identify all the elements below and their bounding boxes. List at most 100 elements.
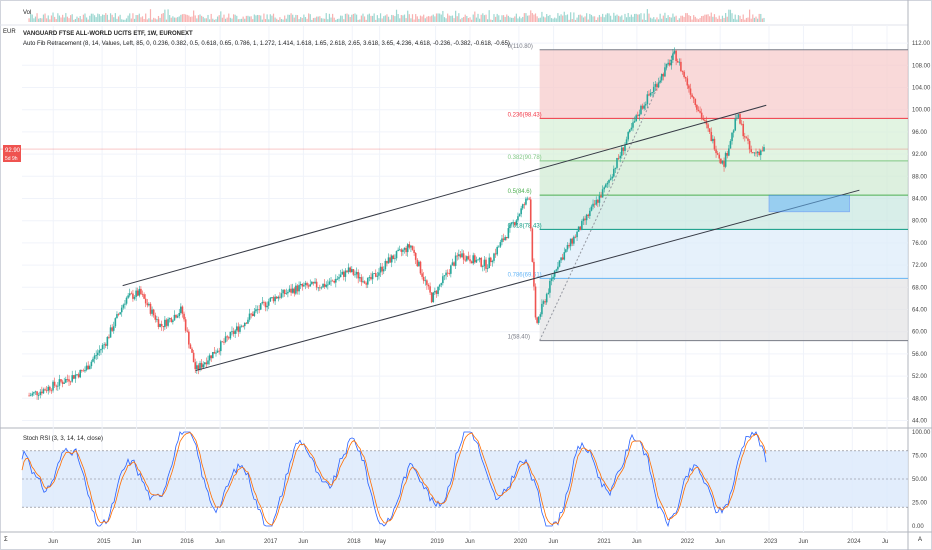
volume-bar (63, 17, 65, 22)
volume-bar (301, 17, 303, 22)
candle-body (28, 395, 30, 397)
volume-bar (399, 18, 401, 22)
volume-bar (154, 18, 156, 22)
volume-bar (143, 19, 145, 22)
candle-body (212, 351, 214, 359)
volume-bar (725, 13, 727, 22)
trend-lines[interactable] (122, 104, 860, 372)
candle-body (200, 362, 203, 368)
volume-bar (269, 14, 271, 22)
candle-body (539, 314, 542, 317)
candle-body (259, 303, 262, 310)
symbol-title[interactable]: VANGUARD FTSE ALL-WORLD UCITS ETF, 1W, E… (23, 31, 193, 37)
candle-body (482, 266, 484, 267)
auto-scale-button[interactable]: A (918, 537, 922, 543)
candle-body (240, 325, 243, 327)
volume-bar (114, 13, 116, 22)
volume-bar (479, 18, 481, 22)
volume-bar (92, 13, 94, 22)
candle-body (590, 206, 593, 211)
fib-retracement[interactable]: 0(110.80) 0.236(98.43) 0.382(90.78) 0.5(84.… (0, 44, 908, 342)
candle-body (373, 273, 375, 274)
candle-body (453, 262, 455, 266)
volume-bar (619, 16, 621, 22)
candle-body (343, 271, 345, 277)
volume-bar (202, 16, 204, 22)
volume-bar (546, 14, 548, 22)
candle-body (218, 350, 220, 352)
candle-body (386, 260, 388, 264)
candle-body (309, 284, 312, 287)
candle-body (36, 391, 38, 396)
candle-body (566, 245, 569, 250)
time-zone-icon[interactable]: Σ (4, 537, 8, 543)
candle-body (659, 80, 661, 83)
volume-bar (646, 9, 648, 22)
candle-body (593, 203, 596, 205)
volume-bar (370, 15, 372, 22)
candle-body (389, 257, 391, 263)
candle-body (576, 231, 578, 238)
volume-bar (681, 15, 684, 22)
volume-bar (148, 18, 150, 22)
candle-body (362, 281, 364, 283)
volume-bar (595, 19, 597, 22)
candle-body (197, 365, 200, 370)
candle-body (684, 76, 687, 79)
candle-body (381, 266, 383, 272)
volume-bar (749, 9, 751, 22)
stoch-rsi-label[interactable]: Stoch RSI (3, 3, 14, 14, close) (23, 436, 103, 442)
volume-bar (138, 13, 140, 22)
candle-body (103, 344, 105, 346)
volume-bar (188, 15, 190, 22)
candle-body (462, 253, 465, 260)
candle-body (93, 355, 96, 359)
volume-bar (221, 17, 223, 22)
volume-bar (471, 19, 473, 22)
indicator-label[interactable]: Auto Fib Retracement (8, 14, Values, Lef… (23, 41, 510, 47)
volume-bar (349, 17, 351, 22)
volume-bar (632, 16, 634, 22)
candle-body (50, 390, 53, 392)
candle-body (269, 297, 272, 302)
candle-body (213, 351, 216, 354)
volume-bar (371, 15, 374, 22)
candle-body (85, 365, 88, 371)
volume-bar (509, 17, 511, 22)
candle-body (299, 284, 302, 286)
candle-body (374, 273, 377, 277)
candle-body (132, 293, 134, 299)
candle-body (287, 291, 289, 294)
candle-body (696, 105, 698, 110)
time-tick-label: 2017 (264, 539, 278, 545)
candle-body (648, 94, 650, 96)
volume-bar (216, 16, 219, 22)
volume-bar (654, 19, 656, 22)
candle-body (382, 269, 385, 272)
volume-bar (584, 16, 586, 22)
volume-bar (381, 18, 383, 22)
volume-bar (758, 13, 760, 22)
stoch-rsi-pane (21, 431, 908, 528)
candle-body (515, 220, 518, 225)
volume-bar (744, 19, 746, 22)
candle-body (136, 290, 139, 296)
candle-body (74, 374, 77, 379)
volume-bar (384, 15, 386, 22)
volume-bar (499, 19, 501, 22)
candle-body (638, 114, 641, 117)
volume-bar (704, 14, 706, 22)
volume-bar (103, 14, 105, 22)
candle-body (723, 160, 725, 167)
volume-bar (696, 18, 698, 22)
candle-body (277, 296, 280, 299)
candle-body (128, 293, 131, 296)
candle-body (672, 53, 674, 60)
candle-body (573, 236, 575, 244)
candle-body (475, 259, 478, 263)
volume-bar (186, 14, 188, 22)
candle-body (152, 309, 155, 316)
volume-bar (598, 14, 601, 22)
volume-bar (50, 15, 53, 22)
